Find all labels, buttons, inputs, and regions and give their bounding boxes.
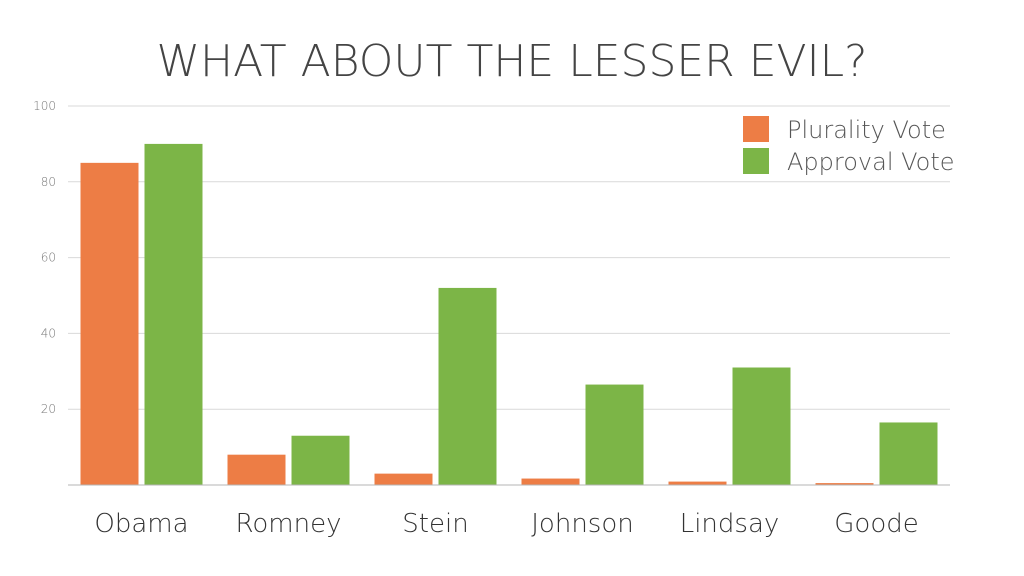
bar-obama-plurality-vote — [80, 162, 139, 485]
bars — [80, 143, 938, 485]
x-tick-label-stein: Stein — [402, 509, 468, 539]
x-tick-label-obama: Obama — [94, 509, 188, 539]
x-tick-label-goode: Goode — [834, 509, 918, 539]
chart-title: WHAT ABOUT THE LESSER EVIL? — [156, 36, 868, 87]
y-tick-label: 20 — [41, 402, 56, 416]
y-tick-label: 40 — [41, 326, 56, 340]
bar-johnson-plurality-vote — [521, 478, 580, 485]
bar-obama-approval-vote — [144, 143, 203, 485]
x-tick-label-johnson: Johnson — [531, 509, 633, 539]
bar-stein-plurality-vote — [374, 473, 433, 485]
grid-lines — [68, 105, 950, 410]
bar-goode-plurality-vote — [815, 483, 874, 485]
bar-romney-approval-vote — [291, 435, 350, 485]
legend-label-plurality-vote: Plurality Vote — [787, 116, 946, 144]
bar-stein-approval-vote — [438, 287, 497, 485]
y-tick-label: 100 — [33, 99, 56, 113]
bar-goode-approval-vote — [879, 422, 938, 485]
x-tick-label-romney: Romney — [236, 509, 342, 539]
bar-romney-plurality-vote — [227, 454, 286, 485]
legend-swatch-approval-vote — [743, 148, 769, 174]
x-tick-labels: Obama Romney Stein Johnson Lindsay Goode — [94, 509, 918, 539]
y-tick-labels: 20 40 60 80 100 — [33, 99, 56, 416]
legend: Plurality Vote Approval Vote — [743, 116, 955, 176]
bar-johnson-approval-vote — [585, 384, 644, 485]
bar-lindsay-approval-vote — [732, 367, 791, 485]
legend-label-approval-vote: Approval Vote — [787, 148, 955, 176]
legend-swatch-plurality-vote — [743, 116, 769, 142]
bar-lindsay-plurality-vote — [668, 481, 727, 485]
x-tick-label-lindsay: Lindsay — [680, 509, 780, 539]
y-tick-label: 80 — [41, 175, 56, 189]
y-tick-label: 60 — [41, 251, 56, 265]
